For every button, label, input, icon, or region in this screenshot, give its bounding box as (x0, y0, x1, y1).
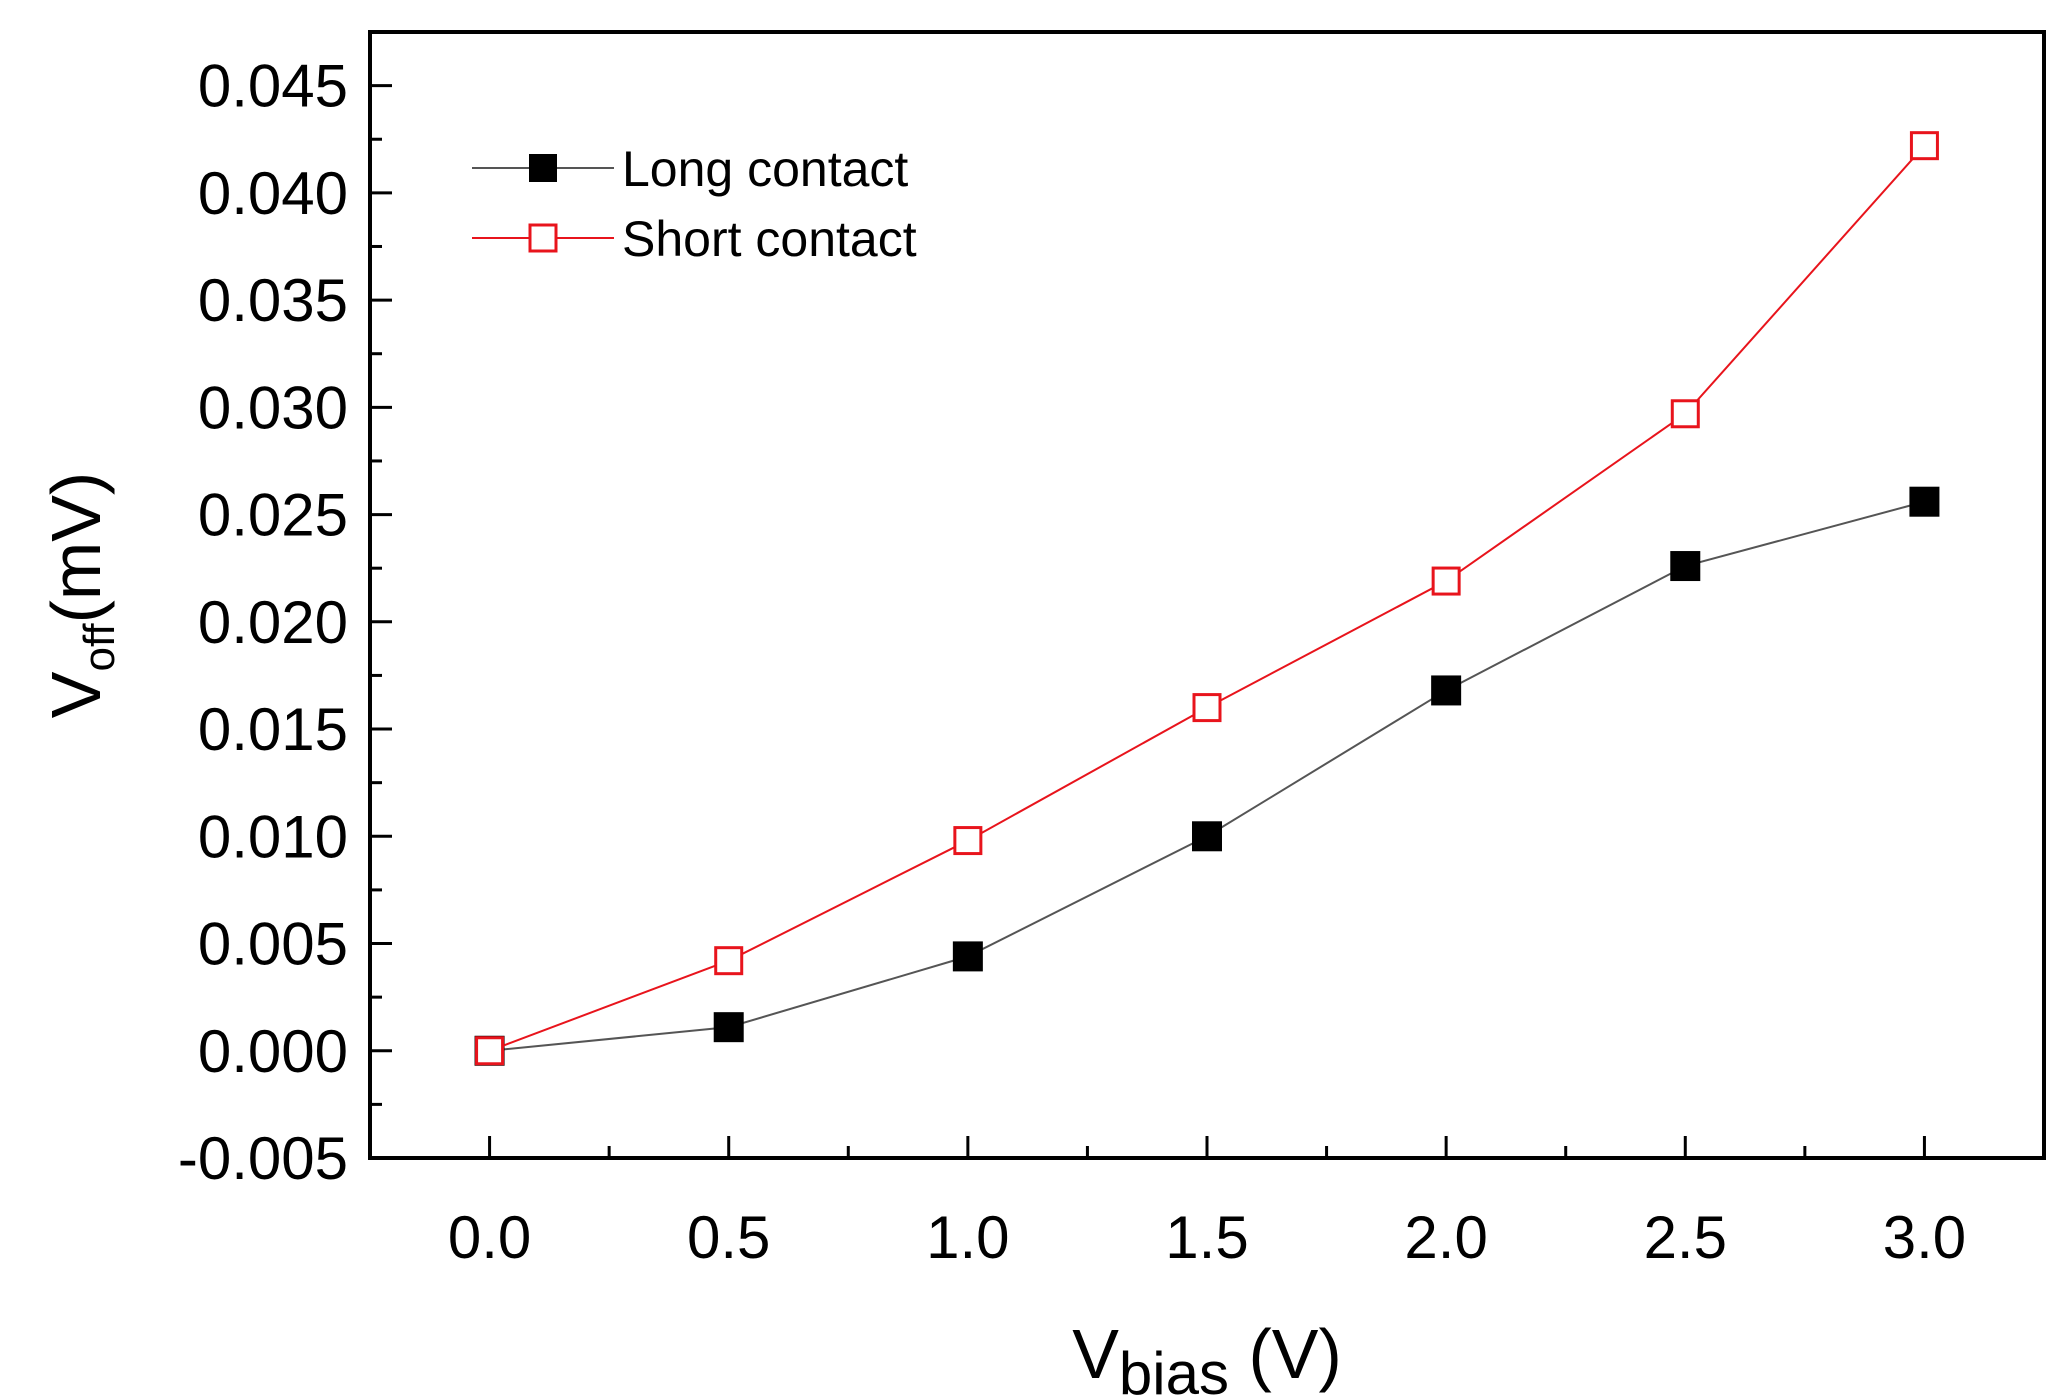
y-tick-label: 0.030 (198, 374, 348, 441)
y-axis-title: Voff(mV) (37, 472, 124, 718)
y-tick-label: 0.005 (198, 911, 348, 978)
plot-frame (368, 30, 2046, 1160)
legend-short-contact-label: Short contact (622, 211, 917, 267)
y-tick-label: 0.010 (198, 803, 348, 870)
y-tick-label: 0.045 (198, 53, 348, 120)
legend-short-contact-marker (528, 223, 558, 253)
long-contact-point (952, 941, 983, 972)
x-tick-label: 2.0 (1404, 1204, 1487, 1271)
short-contact-point (1670, 399, 1700, 429)
short-contact-point (714, 946, 744, 976)
x-tick-label: 2.5 (1644, 1204, 1727, 1271)
legend-long-contact-label: Long contact (622, 141, 908, 197)
x-tick-label: 1.5 (1165, 1204, 1248, 1271)
y-tick-label: 0.035 (198, 267, 348, 334)
long-contact-point (1192, 821, 1222, 852)
short-contact-point (1431, 566, 1461, 596)
short-contact-line (489, 145, 1926, 1052)
y-tick-label: 0.000 (198, 1018, 348, 1085)
long-contact-point (713, 1012, 744, 1043)
y-tick-label: -0.005 (178, 1125, 348, 1192)
y-tick-label: 0.015 (198, 696, 348, 763)
y-tick-label: 0.020 (198, 589, 348, 656)
x-tick-label: 1.0 (926, 1204, 1009, 1271)
long-contact-point (1431, 675, 1462, 706)
long-contact-line (489, 500, 1925, 1052)
y-tick-label: 0.025 (198, 482, 348, 549)
y-tick-label: 0.040 (198, 160, 348, 227)
short-contact-point (1192, 693, 1222, 723)
long-contact-point (1909, 486, 1940, 517)
legend-long-contact-marker (529, 154, 557, 182)
x-tick-label: 3.0 (1883, 1204, 1966, 1271)
x-tick-label: 0.5 (687, 1204, 770, 1271)
short-contact-point (1909, 131, 1939, 161)
long-contact-point (1670, 551, 1701, 582)
x-axis-title: Vbias (V) (1072, 1315, 1342, 1398)
x-tick-label: 0.0 (448, 1204, 531, 1271)
short-contact-point (953, 826, 983, 856)
short-contact-point (475, 1036, 505, 1066)
